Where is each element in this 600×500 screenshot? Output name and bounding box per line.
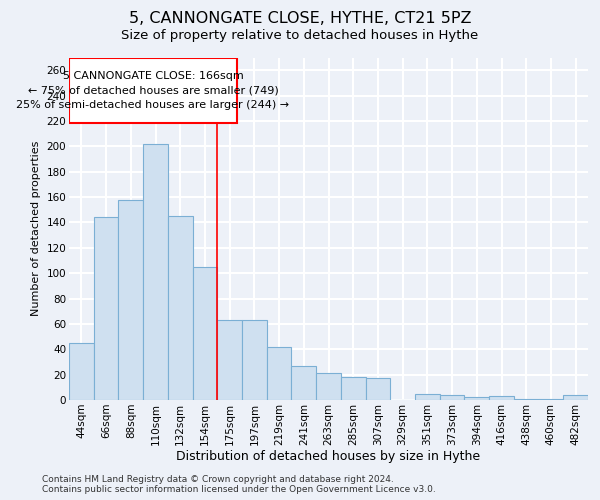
Bar [514, 398, 539, 400]
Bar [464, 398, 489, 400]
Bar [193, 267, 217, 400]
Text: Contains HM Land Registry data © Crown copyright and database right 2024.
Contai: Contains HM Land Registry data © Crown c… [42, 474, 436, 494]
Bar [440, 395, 464, 400]
Y-axis label: Number of detached properties: Number of detached properties [31, 141, 41, 316]
X-axis label: Distribution of detached houses by size in Hythe: Distribution of detached houses by size … [176, 450, 481, 464]
Bar [415, 394, 440, 400]
Text: Size of property relative to detached houses in Hythe: Size of property relative to detached ho… [121, 29, 479, 42]
Bar [118, 200, 143, 400]
Bar [267, 346, 292, 400]
Bar [563, 395, 588, 400]
Text: 5, CANNONGATE CLOSE, HYTHE, CT21 5PZ: 5, CANNONGATE CLOSE, HYTHE, CT21 5PZ [129, 11, 471, 26]
Bar [365, 378, 390, 400]
Bar [489, 396, 514, 400]
Bar [341, 377, 365, 400]
Text: 5 CANNONGATE CLOSE: 166sqm
← 75% of detached houses are smaller (749)
25% of sem: 5 CANNONGATE CLOSE: 166sqm ← 75% of deta… [16, 70, 290, 110]
FancyBboxPatch shape [69, 58, 237, 124]
Bar [168, 216, 193, 400]
Bar [217, 320, 242, 400]
Bar [69, 343, 94, 400]
Bar [539, 398, 563, 400]
Bar [94, 218, 118, 400]
Bar [143, 144, 168, 400]
Bar [292, 366, 316, 400]
Bar [242, 320, 267, 400]
Bar [316, 374, 341, 400]
